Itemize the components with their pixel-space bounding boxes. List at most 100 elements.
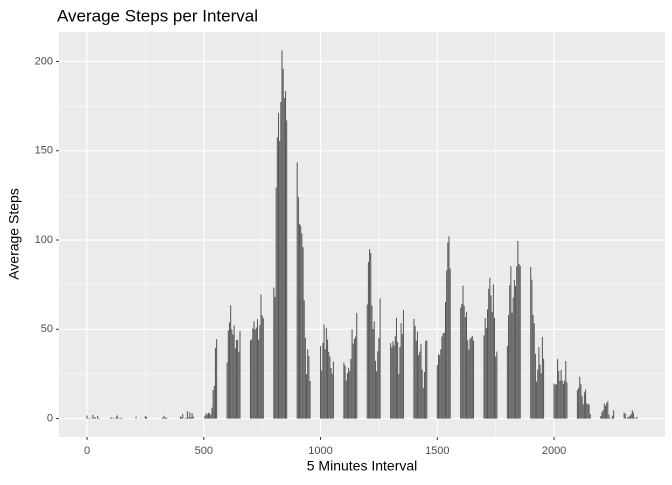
bar — [378, 338, 379, 419]
bar — [259, 325, 260, 418]
bar — [423, 388, 424, 419]
bar — [110, 418, 111, 419]
bar — [327, 340, 328, 419]
bar — [561, 370, 562, 419]
bar — [260, 295, 261, 419]
x-tick-label: 1000 — [308, 445, 332, 457]
bar — [495, 356, 496, 418]
bar — [589, 404, 590, 418]
bar — [332, 374, 333, 419]
bar — [299, 224, 300, 419]
bar — [403, 310, 404, 419]
bar — [538, 347, 539, 418]
bar — [322, 343, 323, 419]
bar — [280, 102, 281, 419]
bar — [633, 413, 634, 419]
bar — [231, 329, 232, 418]
bar — [94, 418, 95, 419]
bar — [488, 289, 489, 419]
bar — [607, 401, 608, 419]
bar — [229, 323, 230, 419]
bar — [446, 271, 447, 419]
bar — [566, 383, 567, 419]
bar — [353, 344, 354, 419]
bar — [215, 348, 216, 419]
bar — [519, 264, 520, 419]
bar — [603, 410, 604, 419]
bar — [277, 137, 278, 418]
bar — [590, 414, 591, 419]
x-tick-label: 2000 — [542, 445, 566, 457]
bar — [413, 319, 414, 419]
bar — [120, 418, 121, 419]
bar — [493, 285, 494, 419]
bar — [496, 352, 497, 419]
x-axis-title: 5 Minutes Interval — [307, 458, 418, 474]
bar — [487, 309, 488, 418]
bar — [462, 286, 463, 419]
bar — [627, 417, 628, 418]
bar — [207, 415, 208, 419]
bar — [394, 345, 395, 418]
bar — [345, 366, 346, 419]
bar — [540, 365, 541, 419]
bar — [192, 413, 193, 419]
bar — [136, 417, 137, 419]
bar — [445, 302, 446, 419]
bar — [582, 396, 583, 418]
bar — [326, 328, 327, 419]
y-tick-label: 0 — [47, 413, 53, 425]
bar — [450, 269, 451, 419]
bar — [181, 417, 182, 419]
bar — [585, 390, 586, 419]
bar — [165, 418, 166, 419]
bar — [92, 415, 93, 419]
bar — [188, 417, 189, 418]
bar — [486, 328, 487, 419]
bar — [278, 113, 279, 419]
bar — [253, 321, 254, 418]
bar — [473, 341, 474, 419]
y-axis-title: Average Steps — [6, 188, 22, 280]
bar — [466, 312, 467, 419]
bar — [624, 413, 625, 419]
bar — [216, 339, 217, 418]
bar — [320, 346, 321, 419]
bar — [227, 362, 228, 418]
bar — [274, 297, 275, 419]
bar — [297, 162, 298, 418]
bar — [369, 249, 370, 418]
bar — [555, 385, 556, 419]
bar — [418, 355, 419, 418]
bar — [537, 370, 538, 419]
bar — [209, 413, 210, 418]
bar — [230, 305, 231, 418]
x-tick-label: 0 — [84, 445, 90, 457]
chart-title: Average Steps per Interval — [57, 6, 258, 25]
bar — [97, 416, 98, 419]
bar — [352, 329, 353, 418]
bar — [558, 371, 559, 419]
bar — [485, 318, 486, 419]
bar — [606, 403, 607, 419]
bar — [395, 336, 396, 419]
bar — [559, 381, 560, 419]
bar — [303, 247, 304, 418]
bar — [111, 417, 112, 418]
bar — [180, 416, 181, 418]
bar — [307, 349, 308, 418]
bar — [333, 362, 334, 419]
bar — [305, 338, 306, 419]
bar — [443, 333, 444, 418]
bar — [346, 381, 347, 419]
bar — [228, 331, 229, 419]
bar — [232, 335, 233, 419]
bar — [375, 361, 376, 419]
bar — [373, 329, 374, 419]
bar — [401, 323, 402, 419]
bar — [397, 342, 398, 418]
bar — [204, 416, 205, 419]
bar — [563, 384, 564, 419]
bar — [329, 357, 330, 419]
bar — [355, 336, 356, 418]
